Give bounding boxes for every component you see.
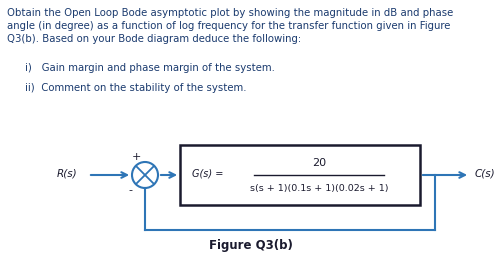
Text: 20: 20 xyxy=(312,158,326,168)
Text: i)   Gain margin and phase margin of the system.: i) Gain margin and phase margin of the s… xyxy=(25,63,275,73)
Text: s(s + 1)(0.1s + 1)(0.02s + 1): s(s + 1)(0.1s + 1)(0.02s + 1) xyxy=(250,184,388,193)
Text: +: + xyxy=(131,152,141,162)
Text: C(s): C(s) xyxy=(475,168,495,178)
Text: ii)  Comment on the stability of the system.: ii) Comment on the stability of the syst… xyxy=(25,83,246,93)
Text: -: - xyxy=(128,185,132,195)
Text: Figure Q3(b): Figure Q3(b) xyxy=(209,240,293,252)
Text: Obtain the Open Loop Bode asymptotic plot by showing the magnitude in dB and pha: Obtain the Open Loop Bode asymptotic plo… xyxy=(7,8,453,18)
Text: Q3(b). Based on your Bode diagram deduce the following:: Q3(b). Based on your Bode diagram deduce… xyxy=(7,34,301,44)
Text: G(s) =: G(s) = xyxy=(192,168,223,178)
Text: R(s): R(s) xyxy=(57,169,78,179)
Bar xyxy=(180,145,420,205)
Text: angle (in degree) as a function of log frequency for the transfer function given: angle (in degree) as a function of log f… xyxy=(7,21,450,31)
